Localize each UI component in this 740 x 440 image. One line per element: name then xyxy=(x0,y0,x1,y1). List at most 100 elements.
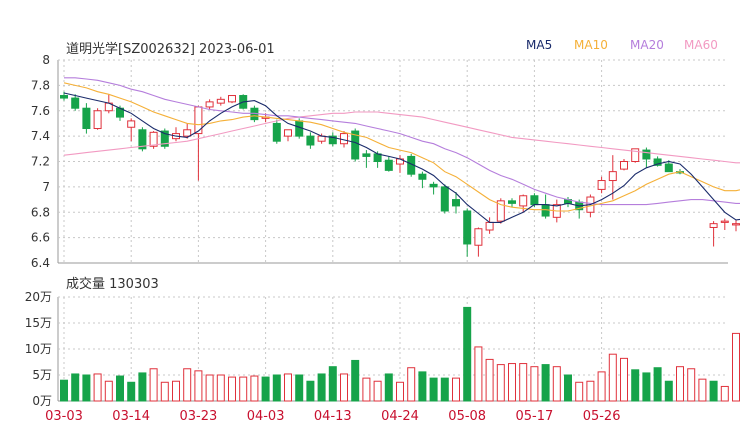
ma10-line xyxy=(63,82,740,212)
candle-body xyxy=(530,195,539,206)
ma60-line xyxy=(63,111,740,164)
candle-body xyxy=(160,130,169,147)
volume-bar xyxy=(418,371,427,402)
volume-tick-label: 15万 xyxy=(25,316,52,330)
volume-bar xyxy=(328,366,337,402)
candle-body xyxy=(732,223,740,226)
volume-bar xyxy=(272,374,281,402)
volume-bar xyxy=(261,376,270,402)
legend-ma60-label: MA60 xyxy=(684,38,718,52)
volume-bar xyxy=(564,374,572,402)
candle-body xyxy=(429,183,438,188)
volume-bar xyxy=(172,380,180,402)
volume-bar xyxy=(676,366,684,402)
volume-bar xyxy=(295,374,304,402)
date-tick-label: 05-08 xyxy=(448,409,486,424)
candle-body xyxy=(284,129,292,137)
volume-bar xyxy=(384,373,393,402)
candle-body xyxy=(183,129,192,137)
legend-ma10: MA10 xyxy=(574,38,608,52)
date-tick-label: 03-23 xyxy=(180,409,218,424)
price-tick-label: 6.8 xyxy=(31,205,50,219)
candle-body xyxy=(328,135,337,145)
date-tick-label: 03-14 xyxy=(112,409,150,424)
candle-body xyxy=(205,101,214,108)
volume-bar xyxy=(239,376,248,402)
candle-body xyxy=(93,110,102,130)
candle-body xyxy=(384,159,393,171)
volume-bar xyxy=(407,367,416,402)
volume-bar xyxy=(541,364,550,402)
volume-bar xyxy=(463,306,472,402)
volume-bar xyxy=(93,373,102,402)
volume-bar xyxy=(519,363,528,402)
price-tick-label: 7 xyxy=(42,180,50,194)
legend-ma5-label: MA5 xyxy=(526,38,553,52)
volume-bar xyxy=(586,380,595,402)
candle-body xyxy=(452,199,460,207)
candle-body xyxy=(272,122,281,142)
candle-body xyxy=(138,129,147,150)
date-tick-label: 04-13 xyxy=(314,409,352,424)
volume-bar xyxy=(194,370,203,402)
volume-bar xyxy=(575,381,584,402)
price-tick-label: 7.8 xyxy=(31,78,50,92)
volume-bar xyxy=(552,366,561,402)
volume-tick-label: 10万 xyxy=(25,342,52,356)
candle-body xyxy=(720,220,729,223)
volume-bar xyxy=(306,380,315,402)
candle-body xyxy=(508,200,516,204)
volume-bar xyxy=(104,380,113,402)
volume-bar xyxy=(340,373,348,402)
volume-bar xyxy=(362,377,371,402)
volume-bar xyxy=(284,373,292,402)
candle-body xyxy=(362,153,371,157)
price-tick-label: 6.6 xyxy=(31,231,50,245)
date-tick-label: 05-17 xyxy=(516,409,554,424)
volume-bar xyxy=(127,381,136,402)
candle-body xyxy=(127,120,136,128)
volume-bar xyxy=(631,369,640,402)
candle-body xyxy=(608,171,617,182)
candle-body xyxy=(194,106,203,135)
volume-bar xyxy=(138,372,147,402)
volume-bar xyxy=(250,375,259,402)
candle-body xyxy=(474,228,483,246)
candle-body xyxy=(440,186,449,212)
date-tick-label: 04-24 xyxy=(381,409,419,424)
price-tick-label: 6.4 xyxy=(31,256,50,270)
volume-bar xyxy=(71,373,80,402)
candle-body xyxy=(306,135,315,146)
legend-ma20: MA20 xyxy=(630,38,664,52)
candle-body xyxy=(496,200,505,222)
volume-bar xyxy=(373,380,382,402)
candle-body xyxy=(653,158,662,166)
volume-bar xyxy=(396,381,404,402)
volume-bar xyxy=(228,376,236,402)
volume-bar xyxy=(160,381,169,402)
candle-body xyxy=(418,173,427,180)
volume-bar xyxy=(429,377,438,402)
legend-ma5: MA5 xyxy=(526,38,552,52)
candle-body xyxy=(664,163,673,173)
volume-bar xyxy=(687,368,696,402)
volume-bar xyxy=(597,371,606,402)
date-tick-label: 03-03 xyxy=(45,409,83,424)
candle-body xyxy=(340,133,348,145)
volume-bar xyxy=(608,353,617,402)
volume-bar xyxy=(183,368,192,402)
candle-body xyxy=(373,153,382,162)
volume-bar xyxy=(485,358,494,402)
candle-body xyxy=(216,98,225,104)
volume-bar xyxy=(452,377,460,402)
volume-bar xyxy=(216,374,225,402)
candle-body xyxy=(709,223,718,228)
date-tick-label: 04-03 xyxy=(247,409,285,424)
candle-body xyxy=(60,95,68,99)
candle-body xyxy=(485,221,494,231)
legend-ma60: MA60 xyxy=(684,38,718,52)
candle-body xyxy=(519,195,528,207)
ma5-line xyxy=(63,92,740,223)
chart-title: 道明光学[SZ002632] 2023-06-01 xyxy=(66,42,275,57)
volume-bar xyxy=(508,363,516,402)
